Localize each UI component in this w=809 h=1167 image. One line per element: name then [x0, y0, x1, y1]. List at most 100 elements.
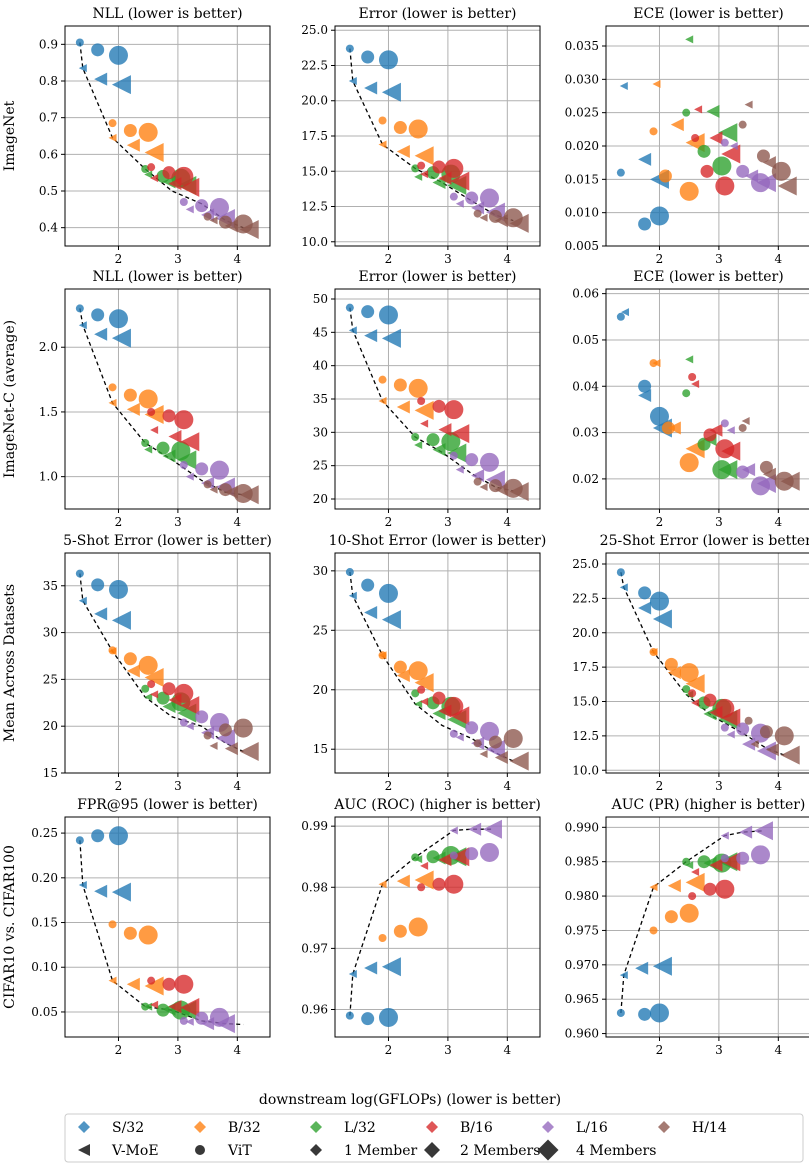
point-l-16-vit-2m	[736, 164, 750, 178]
plot-frame	[64, 288, 271, 510]
point-h-14-vmoe-4m	[239, 485, 259, 505]
point-b-32-vit-1m	[108, 920, 117, 929]
x-tick-label: 3	[715, 252, 723, 266]
legend: S/32 B/32 L/32 B/16 L/16 H/14 V-MoE ViT 1 Member…	[64, 1113, 804, 1163]
point-s-32-vit-2m	[638, 1007, 652, 1021]
point-s-32-vit-2m	[91, 43, 105, 57]
row-label-2: ImageNet-C (average)	[2, 320, 18, 478]
x-tick-label: 3	[174, 779, 182, 793]
x-tick-label: 3	[444, 515, 452, 529]
point-l-16-vit-2m	[465, 453, 479, 467]
point-b-32-vmoe-2m	[396, 874, 410, 888]
legend-label-4-members: 4 Members	[576, 1143, 656, 1159]
y-tick-label: 0.10	[31, 960, 58, 974]
point-h-14-vmoe-1m	[750, 740, 759, 749]
x-tick-label: 2	[115, 252, 123, 266]
plot-frame	[64, 25, 271, 247]
point-l-16-vmoe-1m	[455, 199, 464, 208]
x-tick-label: 2	[385, 779, 393, 793]
point-b-16-vit-1m	[417, 685, 426, 694]
point-l-16-vmoe-2m	[201, 1017, 215, 1031]
legend-label-l-16: L/16	[576, 1120, 608, 1136]
y-tick-label: 0.985	[565, 855, 599, 869]
point-b-16-vmoe-4m	[180, 997, 200, 1017]
row-labels: ImageNet ImageNet-C (average) Mean Across …	[2, 100, 18, 1009]
point-b-32-vmoe-4m	[414, 673, 434, 693]
y-tick-label: 25	[43, 672, 58, 686]
y-tick-label: 0.4	[39, 221, 58, 235]
legend-label-s-32: S/32	[112, 1120, 144, 1136]
point-b-32-vit-1m	[378, 375, 387, 384]
point-l-32-vit-1m	[411, 164, 420, 173]
point-b-32-vit-4m	[138, 389, 158, 409]
point-b-32-vit-1m	[378, 116, 387, 125]
point-s-32-vit-2m	[638, 379, 652, 393]
point-b-32-vmoe-4m	[144, 668, 164, 688]
point-b-16-vit-2m	[700, 164, 714, 178]
panel-3-3: 2 3 4 10.0 12.5 15.0 17.5 20.0 22.5 25.025-Shot E…	[572, 533, 809, 793]
point-s-32-vmoe-4m	[111, 882, 131, 902]
point-h-14-vmoe-1m	[209, 216, 218, 225]
point-b-16-vmoe-4m	[721, 708, 741, 728]
point-s-32-vmoe-1m	[619, 971, 628, 980]
point-l-16-vmoe-1m	[185, 1017, 194, 1026]
point-l-16-vmoe-4m	[482, 819, 502, 839]
legend-marker-b-32	[194, 1121, 206, 1133]
point-b-16-vit-4m	[444, 874, 464, 894]
point-b-16-vit-2m	[162, 682, 176, 696]
y-tick-label: 25.0	[572, 557, 599, 571]
point-b-32-vmoe-2m	[667, 666, 681, 680]
point-l-16-vmoe-4m	[756, 474, 776, 494]
y-tick-label: 0.6	[39, 147, 58, 161]
point-b-32-vmoe-4m	[685, 872, 705, 892]
point-l-32-vit-1m	[682, 389, 691, 398]
point-l-32-vmoe-2m	[706, 104, 720, 118]
x-tick-label: 3	[715, 779, 723, 793]
point-l-16-vit-2m	[195, 1011, 209, 1025]
point-b-16-vit-2m	[432, 877, 446, 891]
point-b-32-vmoe-1m	[108, 398, 117, 407]
legend-marker-v-moe	[78, 1144, 90, 1156]
point-b-16-vmoe-1m	[420, 697, 429, 706]
point-l-16-vit-2m	[736, 851, 750, 865]
x-tick-label: 4	[233, 779, 241, 793]
y-tick-label: 0.05	[31, 1005, 58, 1019]
point-s-32-vmoe-2m	[94, 72, 108, 86]
point-s-32-vit-1m	[616, 168, 625, 177]
x-tick-label: 3	[715, 1043, 723, 1057]
point-l-32-vit-2m	[156, 1003, 170, 1017]
point-b-16-vmoe-2m	[168, 177, 182, 191]
point-h-14-vit-2m	[488, 735, 502, 749]
point-l-32-vmoe-1m	[144, 170, 153, 179]
point-b-32-vit-2m	[123, 926, 137, 940]
point-s-32-vmoe-1m	[348, 970, 357, 979]
panel-title: Error (lower is better)	[358, 269, 516, 285]
point-h-14-vit-4m	[774, 726, 794, 746]
point-l-32-vmoe-2m	[162, 449, 176, 463]
point-b-16-vit-1m	[417, 161, 426, 170]
point-b-16-vmoe-2m	[168, 430, 182, 444]
point-l-32-vmoe-2m	[432, 443, 446, 457]
point-b-16-vit-2m	[432, 691, 446, 705]
point-h-14-vit-1m	[473, 477, 482, 486]
x-tick-label: 4	[774, 252, 782, 266]
x-tick-label: 3	[715, 515, 723, 529]
panel-title: FPR@95 (lower is better)	[77, 797, 258, 813]
point-b-32-vmoe-1m	[649, 883, 658, 892]
y-tick-label: 0.97	[301, 941, 328, 955]
point-b-16-vmoe-2m	[438, 853, 452, 867]
point-l-32-vit-1m	[682, 685, 691, 694]
point-h-14-vmoe-1m	[479, 483, 488, 491]
point-b-32-vit-4m	[408, 378, 428, 398]
y-tick-label: 2.0	[39, 340, 58, 354]
point-s-32-vit-1m	[75, 38, 84, 47]
plot-frame	[64, 816, 271, 1038]
panel-title: 25-Shot Error (lower is better)	[600, 533, 809, 549]
point-l-32-vit-1m	[411, 433, 420, 441]
point-l-32-vmoe-1m	[414, 700, 423, 709]
y-tick-label: 20	[313, 492, 328, 506]
point-h-14-vmoe-2m	[224, 485, 238, 499]
legend-marker-h-14	[658, 1121, 670, 1133]
point-h-14-vmoe-1m	[744, 100, 753, 109]
legend-label-b-32: B/32	[228, 1120, 261, 1136]
